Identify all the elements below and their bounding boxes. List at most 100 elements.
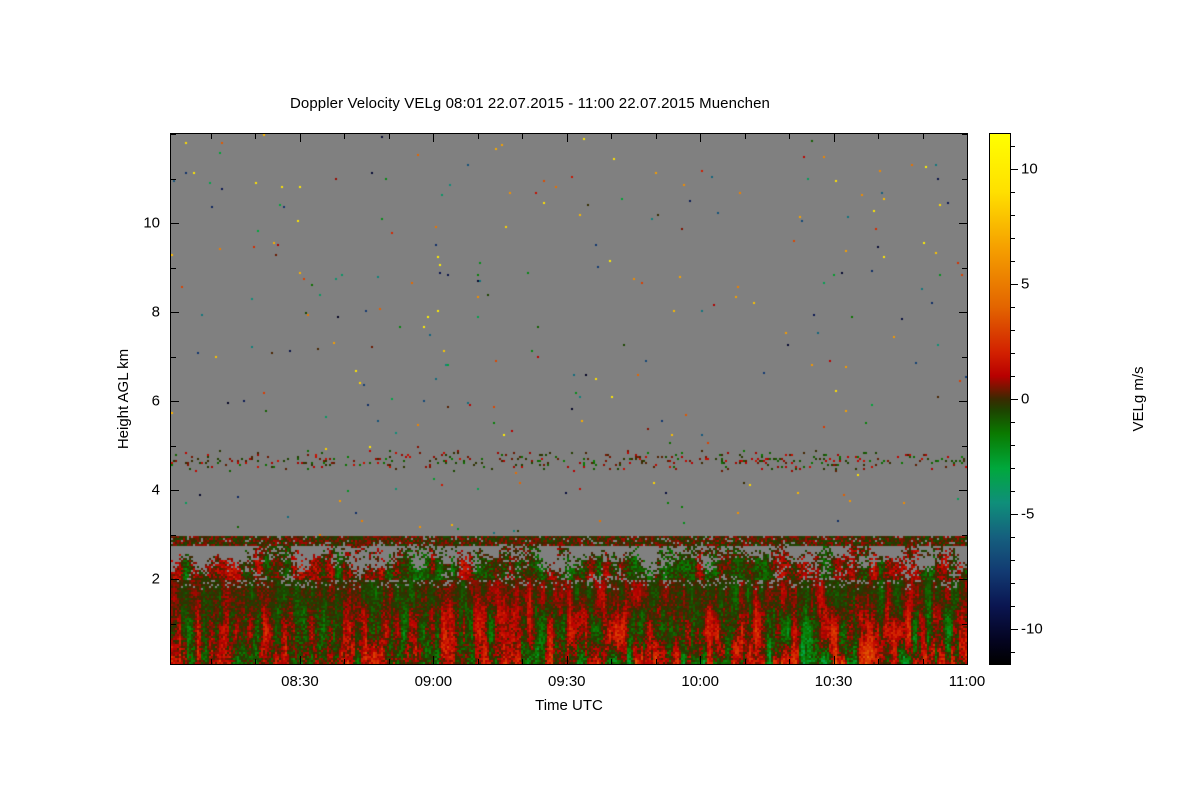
colorbar-tick	[1011, 583, 1015, 584]
y-tick-label: 4	[151, 481, 160, 499]
colorbar-tick	[1011, 353, 1015, 354]
x-tick-label: 11:00	[948, 673, 986, 690]
colorbar-tick	[1011, 238, 1015, 239]
x-tick-top	[255, 134, 256, 139]
colorbar-tick	[1011, 146, 1015, 147]
colorbar-tick	[1011, 261, 1015, 262]
x-tick-bottom	[567, 656, 568, 664]
y-tick-left	[171, 446, 176, 447]
x-tick-top	[389, 134, 390, 139]
y-tick-left	[171, 535, 176, 536]
y-tick-right	[962, 179, 967, 180]
x-tick-bottom	[789, 659, 790, 664]
x-tick-label: 10:00	[681, 673, 719, 690]
x-tick-label: 09:00	[414, 673, 453, 690]
y-tick-right	[962, 134, 967, 135]
y-tick-left	[171, 401, 179, 402]
x-tick-bottom	[211, 659, 212, 664]
y-tick-right	[962, 624, 967, 625]
y-tick-left	[171, 134, 176, 135]
x-tick-top	[300, 134, 301, 142]
colorbar-tick	[1011, 307, 1015, 308]
x-tick-top	[656, 134, 657, 139]
y-tick-left	[171, 179, 176, 180]
x-tick-top	[878, 134, 879, 139]
colorbar-tick	[1011, 399, 1018, 400]
x-tick-top	[344, 134, 345, 139]
x-tick-label: 08:30	[281, 673, 319, 690]
x-tick-label: 10:30	[814, 673, 853, 690]
colorbar-tick	[1011, 560, 1015, 561]
x-tick-top	[611, 134, 612, 139]
x-tick-bottom	[700, 656, 701, 664]
colorbar-tick-label: -10	[1021, 620, 1043, 638]
x-tick-bottom	[433, 656, 434, 664]
x-tick-bottom	[967, 656, 968, 664]
y-tick-left	[171, 223, 179, 224]
colorbar-tick	[1011, 330, 1015, 331]
heatmap-plot-area	[170, 133, 968, 665]
colorbar	[989, 133, 1011, 665]
x-tick-top	[211, 134, 212, 139]
y-tick-right	[959, 223, 967, 224]
x-tick-bottom	[478, 659, 479, 664]
x-tick-top	[522, 134, 523, 139]
colorbar-tick	[1011, 445, 1015, 446]
y-tick-right	[962, 535, 967, 536]
colorbar-tick	[1011, 376, 1015, 377]
x-tick-bottom	[656, 659, 657, 664]
x-tick-bottom	[834, 656, 835, 664]
y-tick-label: 10	[143, 214, 160, 232]
x-axis-label: Time UTC	[535, 697, 603, 714]
y-tick-label: 2	[151, 570, 160, 588]
y-tick-left	[171, 268, 176, 269]
x-tick-bottom	[878, 659, 879, 664]
colorbar-tick-label: -5	[1021, 505, 1035, 523]
y-tick-label: 6	[151, 392, 160, 410]
colorbar-tick	[1011, 215, 1015, 216]
y-tick-label: 8	[151, 303, 160, 321]
colorbar-tick	[1011, 652, 1015, 653]
x-tick-top	[700, 134, 701, 142]
y-tick-right	[962, 357, 967, 358]
x-tick-top	[567, 134, 568, 142]
colorbar-tick	[1011, 606, 1015, 607]
colorbar-tick	[1011, 629, 1018, 630]
x-tick-top	[789, 134, 790, 139]
x-tick-bottom	[389, 659, 390, 664]
colorbar-tick	[1011, 537, 1015, 538]
y-tick-right	[959, 490, 967, 491]
x-tick-bottom	[344, 659, 345, 664]
x-tick-top	[923, 134, 924, 139]
y-tick-left	[171, 579, 179, 580]
y-axis-label: Height AGL km	[115, 348, 132, 450]
x-tick-label: 09:30	[547, 673, 586, 690]
colorbar-tick	[1011, 468, 1015, 469]
y-tick-right	[959, 312, 967, 313]
colorbar-tick	[1011, 514, 1018, 515]
y-tick-right	[962, 446, 967, 447]
y-tick-left	[171, 490, 179, 491]
page-title: Doppler Velocity VELg 08:01 22.07.2015 -…	[289, 95, 770, 112]
x-tick-top	[745, 134, 746, 139]
x-tick-bottom	[611, 659, 612, 664]
y-tick-left	[171, 624, 176, 625]
x-tick-bottom	[745, 659, 746, 664]
colorbar-tick	[1011, 422, 1015, 423]
colorbar-label: VELg m/s	[1130, 366, 1147, 432]
x-tick-bottom	[923, 659, 924, 664]
y-tick-right	[959, 579, 967, 580]
x-tick-top	[967, 134, 968, 142]
colorbar-tick	[1011, 284, 1018, 285]
x-tick-bottom	[300, 656, 301, 664]
y-tick-left	[171, 312, 179, 313]
colorbar-tick-label: 5	[1021, 275, 1030, 293]
colorbar-tick-label: 0	[1021, 390, 1030, 408]
colorbar-tick	[1011, 491, 1015, 492]
x-tick-top	[834, 134, 835, 142]
x-tick-top	[433, 134, 434, 142]
y-tick-left	[171, 357, 176, 358]
y-tick-right	[959, 401, 967, 402]
x-tick-top	[478, 134, 479, 139]
colorbar-tick-label: 10	[1021, 160, 1038, 178]
